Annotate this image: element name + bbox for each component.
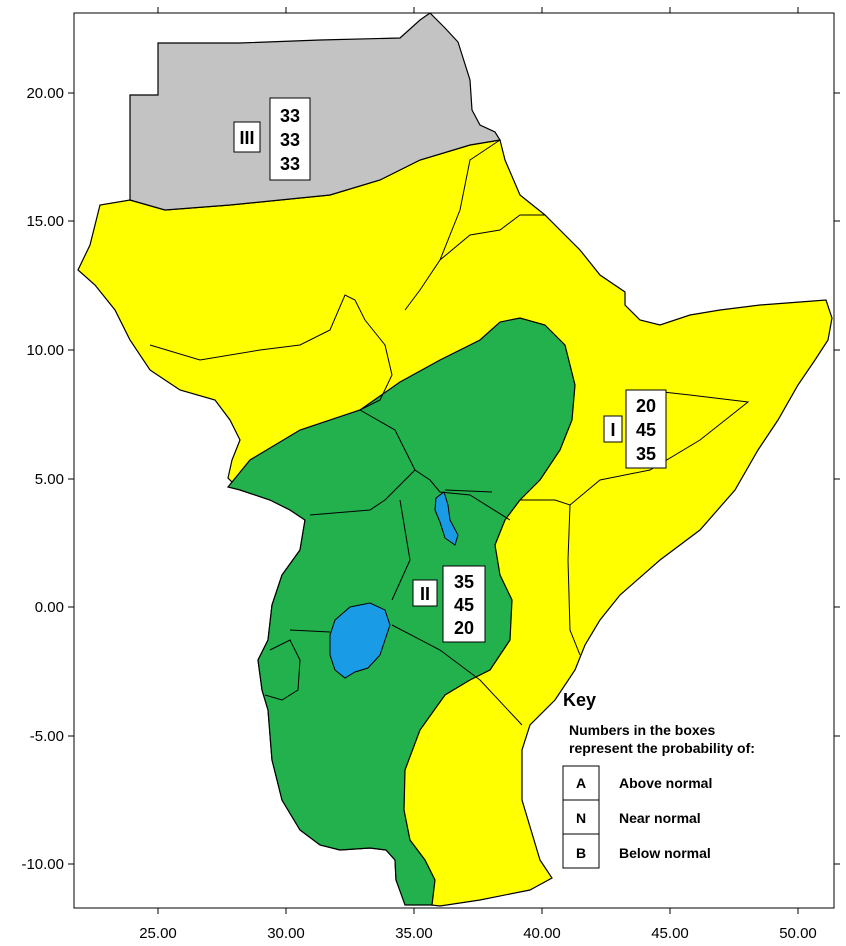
legend-text-below: Below normal — [619, 845, 711, 861]
x-tick-label: 45.00 — [651, 925, 689, 942]
legend-description-line2: represent the probability of: — [569, 740, 755, 756]
y-tick-label: 10.00 — [26, 342, 64, 359]
x-tick-label: 35.00 — [395, 925, 433, 942]
zone-ii-prob-below: 20 — [454, 618, 474, 638]
legend-letter-above: A — [576, 775, 586, 791]
zone-iii-id: III — [239, 128, 254, 148]
y-tick-labels: 20.00 15.00 10.00 5.00 0.00 -5.00 -10.00 — [21, 85, 64, 873]
legend: Key Numbers in the boxes represent the p… — [562, 690, 755, 869]
y-tick-label: -10.00 — [21, 856, 64, 873]
zone-i-prob-below: 35 — [636, 444, 656, 464]
x-tick-label: 30.00 — [267, 925, 305, 942]
legend-text-near: Near normal — [619, 810, 701, 826]
zone-iii-id-box — [233, 121, 261, 153]
country-borders — [149, 139, 750, 726]
x-axis — [157, 7, 799, 914]
zone-iii-prob-box — [269, 97, 311, 181]
zone-i-prob-above: 20 — [636, 396, 656, 416]
zone-i-id-box — [603, 415, 623, 443]
x-tick-label: 40.00 — [523, 925, 561, 942]
zone-climatology-region — [129, 12, 501, 211]
zone-iii-prob-below: 33 — [280, 154, 300, 174]
lake-turkana — [434, 491, 459, 546]
zone-iii-prob-above: 33 — [280, 106, 300, 126]
y-axis — [68, 92, 840, 865]
zone-ii-id: II — [420, 584, 430, 604]
x-tick-label: 25.00 — [139, 925, 177, 942]
zone-ii-prob-box — [442, 565, 486, 643]
legend-letter-below: B — [576, 845, 586, 861]
legend-letter-box — [562, 765, 600, 869]
zone-iii-prob-near: 33 — [280, 130, 300, 150]
y-tick-label: -5.00 — [30, 728, 64, 745]
legend-text-above: Above normal — [619, 775, 712, 791]
zone-i-prob-box — [625, 389, 667, 469]
legend-title: Key — [563, 690, 596, 710]
zone-ii-id-box — [412, 579, 438, 607]
y-tick-label: 20.00 — [26, 85, 64, 102]
zone-ii-prob-above: 35 — [454, 572, 474, 592]
x-tick-labels: 25.00 30.00 35.00 40.00 45.00 50.00 — [139, 925, 817, 942]
zone-i-id: I — [610, 420, 615, 440]
legend-letter-near: N — [576, 810, 586, 826]
x-tick-label: 50.00 — [779, 925, 817, 942]
lake-victoria — [329, 602, 391, 679]
zone-near-normal-region — [226, 317, 576, 906]
y-tick-label: 5.00 — [35, 471, 64, 488]
y-tick-label: 0.00 — [35, 599, 64, 616]
zone-i-prob-near: 45 — [636, 420, 656, 440]
y-tick-label: 15.00 — [26, 213, 64, 230]
zone-ii-prob-near: 45 — [454, 595, 474, 615]
legend-description-line1: Numbers in the boxes — [569, 722, 715, 738]
